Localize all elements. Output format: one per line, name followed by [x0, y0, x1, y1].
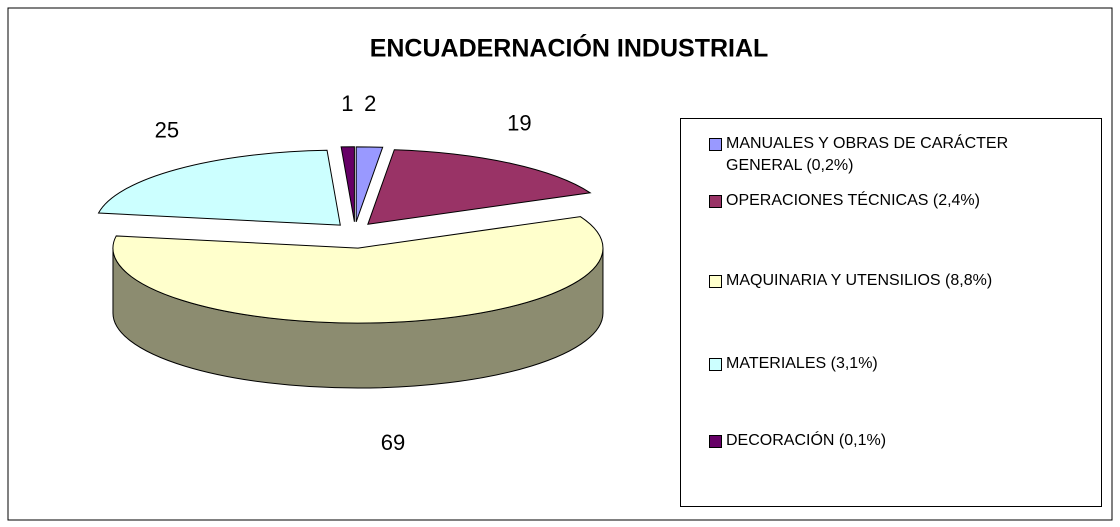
slice	[355, 146, 384, 222]
slice	[367, 149, 592, 225]
legend-entry: DECORACIÓN (0,1%)	[709, 430, 1089, 452]
chart-title: ENCUADERNACIÓN INDUSTRIAL	[370, 33, 769, 63]
data-label: 19	[507, 111, 531, 136]
legend-label: MANUALES Y OBRAS DE CARÁCTER GENERAL (0,…	[726, 135, 1009, 174]
legend-swatch	[709, 435, 722, 448]
slice	[112, 216, 604, 324]
legend-label: DECORACIÓN (0,1%)	[726, 432, 887, 449]
data-label: 1	[341, 91, 353, 116]
legend-label: MATERIALES (3,1%)	[726, 355, 878, 372]
legend-entry: MANUALES Y OBRAS DE CARÁCTER GENERAL (0,…	[709, 133, 1089, 177]
legend-swatch	[709, 358, 722, 371]
data-label: 69	[381, 430, 405, 455]
legend-label: MAQUINARIA Y UTENSILIOS (8,8%)	[726, 272, 993, 289]
legend-swatch	[709, 195, 722, 208]
legend-entry: MAQUINARIA Y UTENSILIOS (8,8%)	[709, 270, 1089, 292]
legend-entry: MATERIALES (3,1%)	[709, 353, 1089, 375]
legend: MANUALES Y OBRAS DE CARÁCTER GENERAL (0,…	[680, 118, 1102, 507]
legend-swatch	[709, 138, 722, 151]
legend-swatch	[709, 275, 722, 288]
data-label: 2	[364, 91, 376, 116]
slice	[97, 149, 341, 226]
legend-entry: OPERACIONES TÉCNICAS (2,4%)	[709, 190, 1089, 212]
legend-label: OPERACIONES TÉCNICAS (2,4%)	[726, 192, 980, 209]
slice	[340, 146, 355, 222]
data-label: 25	[155, 118, 179, 143]
